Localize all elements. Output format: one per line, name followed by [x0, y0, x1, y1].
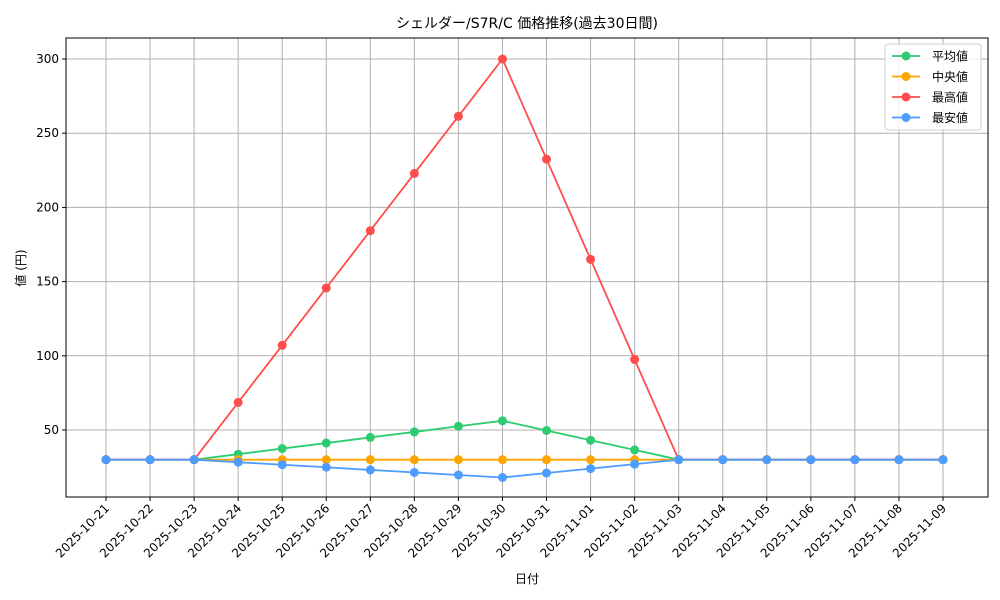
- y-tick-label: 50: [44, 423, 59, 437]
- data-point: [365, 465, 375, 475]
- legend-marker-icon: [901, 72, 911, 81]
- data-point: [586, 464, 596, 474]
- legend-label: 平均値: [932, 49, 968, 64]
- data-point: [542, 468, 552, 478]
- legend-label: 最高値: [932, 90, 968, 105]
- y-tick-label: 250: [36, 126, 59, 140]
- data-point: [674, 455, 684, 465]
- legend-item: 平均値: [892, 49, 968, 64]
- series-line: [106, 419, 943, 461]
- legend-item: 中央値: [892, 69, 968, 84]
- data-point: [145, 455, 155, 465]
- data-point: [453, 470, 463, 480]
- series-2: [101, 54, 948, 465]
- series-line: [106, 57, 943, 461]
- x-axis-label: 日付: [515, 572, 539, 586]
- data-point: [542, 154, 552, 164]
- data-point: [321, 462, 331, 472]
- data-point: [409, 168, 419, 178]
- series-0: [101, 416, 948, 465]
- y-tick-label: 100: [36, 349, 59, 363]
- legend-marker-icon: [901, 92, 911, 102]
- data-point: [409, 467, 419, 477]
- legend-label: 中央値: [932, 69, 968, 84]
- data-point: [453, 111, 463, 121]
- data-point: [101, 455, 111, 465]
- legend-box: [884, 43, 982, 131]
- data-point: [497, 54, 507, 64]
- data-point: [894, 455, 904, 465]
- data-point: [277, 460, 287, 470]
- data-point: [542, 425, 552, 435]
- legend-item: 最高値: [892, 90, 968, 105]
- data-point: [586, 254, 596, 264]
- data-point: [233, 457, 243, 467]
- data-point: [542, 455, 552, 465]
- y-axis-label: 値 (円): [13, 249, 28, 286]
- data-point: [453, 455, 463, 465]
- data-point: [497, 416, 507, 426]
- data-point: [497, 455, 507, 465]
- y-axis: 50 100 150 200 250 300: [36, 52, 66, 437]
- data-point: [497, 472, 507, 482]
- data-point: [321, 455, 331, 465]
- data-point: [365, 455, 375, 465]
- grid-lines: [66, 38, 988, 497]
- data-point: [938, 455, 948, 465]
- x-axis: 2025-10-212025-10-222025-10-232025-10-24…: [53, 497, 949, 560]
- series-layer: [101, 54, 948, 482]
- data-point: [321, 283, 331, 293]
- data-point: [630, 355, 640, 365]
- data-point: [409, 427, 419, 437]
- data-point: [718, 455, 728, 465]
- legend-marker-icon: [901, 113, 911, 122]
- data-point: [806, 455, 816, 465]
- data-point: [630, 445, 640, 455]
- y-tick-label: 200: [36, 200, 59, 214]
- data-point: [233, 397, 243, 407]
- legend-marker-icon: [901, 51, 911, 61]
- series-line: [106, 458, 943, 479]
- data-point: [277, 444, 287, 454]
- data-point: [453, 421, 463, 431]
- data-point: [365, 432, 375, 442]
- data-point: [586, 455, 596, 465]
- data-point: [630, 459, 640, 469]
- series-3: [101, 455, 948, 482]
- plot-frame: [65, 37, 989, 498]
- data-point: [762, 455, 772, 465]
- data-point: [850, 455, 860, 465]
- y-tick-label: 300: [36, 52, 59, 66]
- data-point: [586, 435, 596, 445]
- chart-title: シェルダー/S7R/C 価格推移(過去30日間): [396, 16, 658, 32]
- data-point: [409, 455, 419, 465]
- legend-label: 最安値: [932, 110, 968, 125]
- data-point: [321, 438, 331, 448]
- data-point: [277, 340, 287, 350]
- data-point: [189, 455, 199, 465]
- legend-item: 最安値: [892, 110, 968, 125]
- y-tick-label: 150: [36, 275, 59, 289]
- data-point: [365, 226, 375, 236]
